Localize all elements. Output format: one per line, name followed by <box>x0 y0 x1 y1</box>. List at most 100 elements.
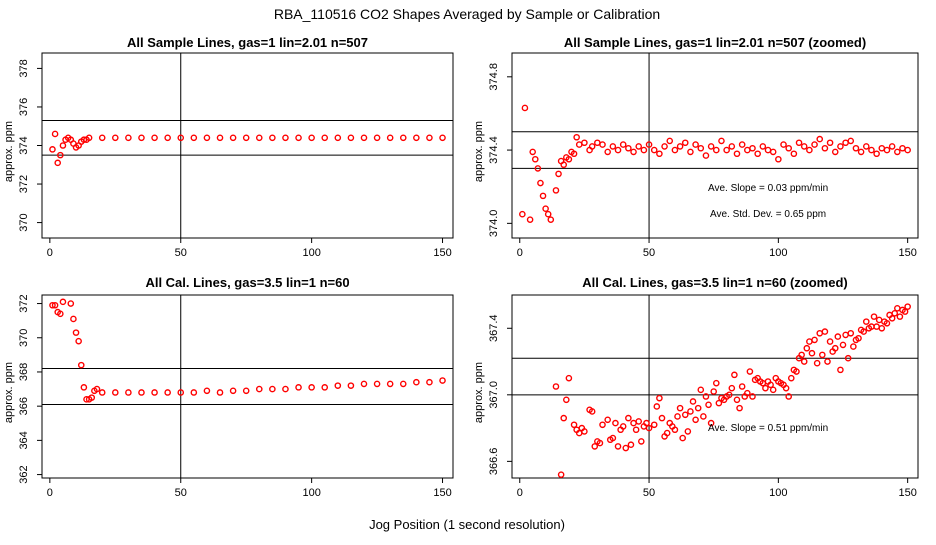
data-point <box>399 134 407 142</box>
data-point <box>151 134 158 142</box>
data-point <box>821 328 829 335</box>
data-point <box>762 384 769 392</box>
data-point <box>360 380 368 388</box>
data-point <box>552 383 560 390</box>
data-point <box>787 374 795 382</box>
data-point <box>321 134 329 142</box>
data-point <box>334 134 342 142</box>
data-point <box>229 134 237 142</box>
data-point <box>426 134 433 142</box>
data-point <box>581 428 588 435</box>
data-point <box>769 148 777 156</box>
data-point <box>819 351 826 359</box>
data-point <box>599 421 606 429</box>
data-point <box>537 179 544 187</box>
data-point <box>826 139 834 147</box>
data-point <box>702 393 710 400</box>
data-point <box>413 134 420 142</box>
data-point <box>837 143 844 150</box>
data-point <box>190 134 198 142</box>
data-point <box>88 394 96 401</box>
data-point <box>560 161 568 169</box>
data-point <box>728 384 736 392</box>
panel-title: All Cal. Lines, gas=3.5 lin=1 n=60 (zoom… <box>582 275 848 290</box>
data-point <box>80 384 88 391</box>
data-point <box>857 148 865 156</box>
y-tick-label: 368 <box>18 363 30 381</box>
chart-panel-2: All Sample Lines, gas=1 lin=2.01 n=507 (… <box>473 35 919 259</box>
data-point <box>681 139 689 147</box>
data-point <box>850 343 857 350</box>
data-point <box>645 141 653 148</box>
data-point <box>769 386 777 394</box>
data-point <box>847 329 855 337</box>
y-tick-label: 372 <box>18 294 30 312</box>
data-point <box>681 411 689 419</box>
data-point <box>125 389 132 396</box>
data-point <box>767 381 774 389</box>
data-point <box>697 144 705 152</box>
data-point <box>59 298 67 306</box>
data-point <box>744 389 751 397</box>
x-tick-label: 0 <box>47 247 53 259</box>
data-point <box>862 143 870 150</box>
data-point <box>67 300 75 307</box>
data-point <box>635 143 643 150</box>
data-point <box>282 385 289 393</box>
data-point <box>59 142 67 149</box>
plot-frame <box>41 294 454 479</box>
data-point <box>834 333 842 340</box>
y-tick-label: 367.0 <box>488 381 500 409</box>
data-point <box>544 210 552 218</box>
data-point <box>702 152 710 159</box>
data-point <box>347 134 355 142</box>
data-point <box>837 366 844 374</box>
x-tick-label: 150 <box>898 487 916 499</box>
x-tick-label: 50 <box>643 247 655 259</box>
data-point <box>604 416 611 424</box>
y-tick-label: 372 <box>18 175 30 193</box>
data-point <box>798 351 805 359</box>
data-point <box>242 387 250 395</box>
data-point <box>521 104 529 112</box>
data-point <box>671 146 679 154</box>
data-point <box>216 134 224 142</box>
y-axis-label: approx. ppm <box>473 362 485 423</box>
data-point <box>413 378 420 386</box>
data-point <box>581 139 588 147</box>
data-point <box>738 141 746 148</box>
data-point <box>684 428 692 435</box>
data-point <box>599 141 606 148</box>
data-point <box>70 315 77 323</box>
data-point <box>733 396 741 404</box>
data-point <box>795 139 803 147</box>
data-point <box>800 143 808 150</box>
data-point <box>334 382 342 389</box>
data-point <box>282 134 289 142</box>
chart-panel-3: All Cal. Lines, gas=3.5 lin=1 n=60 0 50 100… <box>3 275 454 499</box>
data-point <box>780 141 787 148</box>
data-point <box>862 318 870 325</box>
data-point <box>640 146 648 154</box>
data-point <box>718 137 725 145</box>
y-tick-label: 374 <box>18 136 30 154</box>
chart-panel-1: All Sample Lines, gas=1 lin=2.01 n=507 0 5… <box>3 35 454 259</box>
data-point <box>847 137 855 145</box>
data-point <box>72 329 80 336</box>
data-point <box>873 150 880 158</box>
data-point <box>529 148 536 156</box>
data-point <box>826 338 834 345</box>
x-tick-label: 150 <box>898 247 916 259</box>
data-point <box>692 416 699 424</box>
data-point <box>844 354 852 362</box>
data-point <box>229 387 237 395</box>
data-point <box>775 155 782 163</box>
data-point <box>151 389 158 396</box>
data-point <box>98 389 106 396</box>
data-point <box>831 148 839 156</box>
data-point <box>811 336 818 344</box>
data-point <box>625 414 632 422</box>
data-point <box>894 148 901 156</box>
data-point <box>645 424 653 432</box>
data-point <box>824 358 831 365</box>
